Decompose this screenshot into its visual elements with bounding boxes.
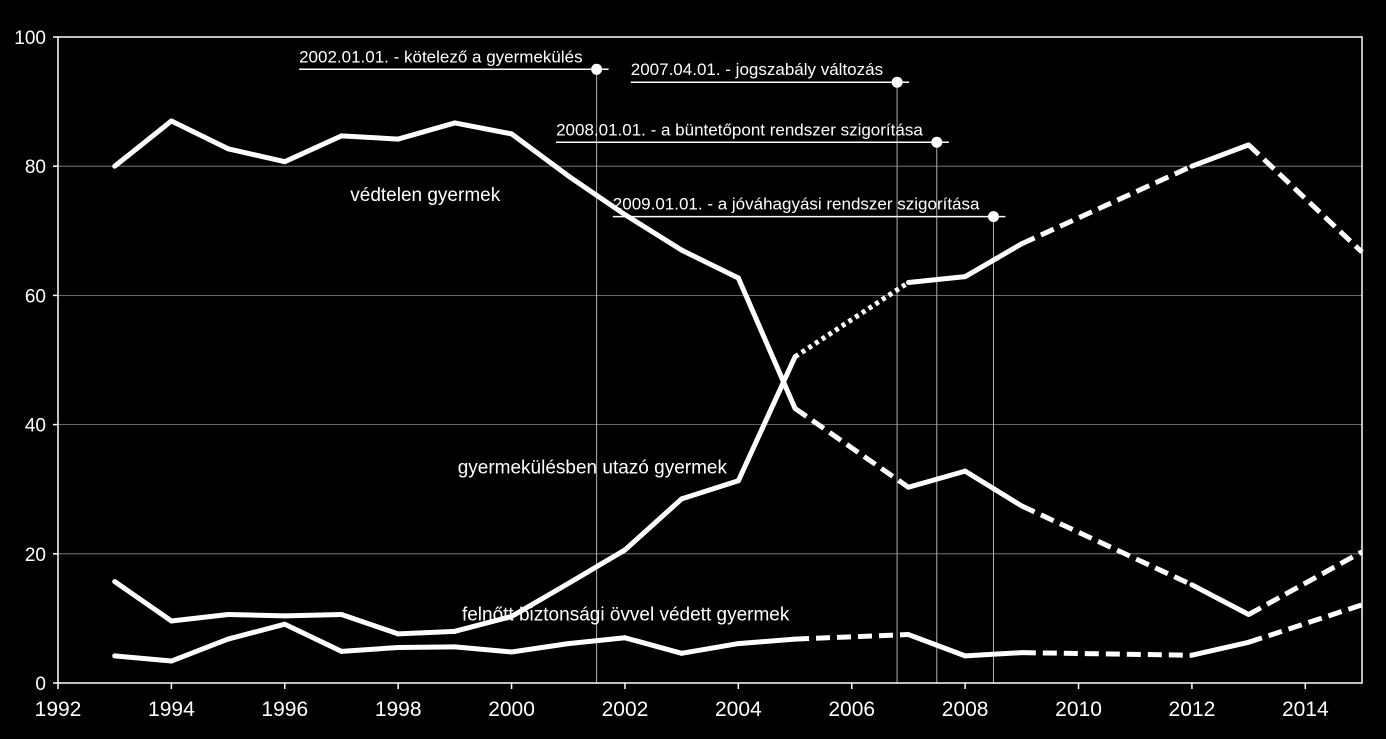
- series-3-segment: [225, 621, 288, 642]
- series-3-segment: [338, 644, 401, 654]
- series-1-segment: [622, 212, 685, 253]
- series-2-segment: [962, 241, 1025, 280]
- series-1-segment: [1189, 582, 1252, 618]
- series-2-segment: [395, 628, 458, 637]
- series-3-segment: [168, 636, 231, 664]
- series-label: gyermekülésben utazó gyermek: [458, 458, 728, 479]
- x-tick-label: 2004: [715, 698, 762, 721]
- series-1-segment: [225, 146, 288, 165]
- series-2-segment: [905, 274, 968, 285]
- series-3-segment: [112, 653, 174, 664]
- series-2-segment: [622, 496, 685, 553]
- y-tick-label: 0: [35, 674, 46, 695]
- series-3-segment: [905, 632, 968, 659]
- series-3-segment: [395, 644, 458, 650]
- x-tick-label: 1992: [35, 698, 82, 721]
- series-2-segment: [565, 547, 628, 587]
- event-annotations: 2002.01.01. - kötelező a gyermekülés 2007…: [299, 47, 1006, 683]
- series-1-segment: [112, 118, 174, 169]
- x-tick-label: 2010: [1055, 698, 1102, 721]
- axes: 0 20 40 60 80 100 1992 1994 1996 1998 2000 2002 2004…: [14, 28, 1363, 721]
- series-3-segment: [1247, 602, 1363, 645]
- series-2-segment: [735, 354, 798, 484]
- y-tick-label: 40: [25, 416, 46, 437]
- plot-frame: [57, 36, 1363, 684]
- event-marker: [891, 76, 903, 88]
- series-1-segment: [565, 173, 628, 218]
- series-2-segment: [225, 612, 288, 619]
- series-1-segment: [679, 247, 741, 281]
- x-tick-label: 2008: [942, 698, 989, 721]
- y-tick-label: 20: [25, 545, 46, 566]
- event-marker: [591, 63, 603, 75]
- series-label: védtelen gyermek: [350, 185, 500, 206]
- series-labels: védtelen gyermek gyermekülésben utazó gye…: [350, 185, 790, 625]
- series-3-segment: [735, 636, 798, 647]
- series-label: felnőtt biztonsági övvel védett gyermek: [462, 604, 790, 625]
- series-2-segment: [168, 612, 231, 624]
- x-tick-label: 1996: [261, 698, 308, 721]
- x-tick-label: 2012: [1169, 698, 1216, 721]
- series-2-segment: [1020, 163, 1193, 246]
- series-1-segment: [282, 133, 344, 165]
- series-3-segment: [622, 635, 685, 656]
- event-marker: [987, 211, 999, 223]
- event-marker: [931, 136, 943, 148]
- series-1-segment: [962, 468, 1025, 509]
- series-1-segment: [168, 118, 231, 152]
- series-2-segment: [452, 613, 515, 634]
- event-label: 2002.01.01. - kötelező a gyermekülés: [299, 47, 583, 66]
- series-2-segment: [338, 612, 401, 637]
- series-1-segment: [452, 120, 515, 137]
- series-1-segment: [793, 406, 910, 490]
- event-label: 2008.01.01. - a büntetőpont rendszer szi…: [556, 120, 923, 139]
- series-3-segment: [282, 621, 344, 654]
- series-1-segment: [338, 133, 401, 142]
- x-tick-label: 2002: [602, 698, 649, 721]
- event-label: 2007.04.01. - jogszabály változás: [631, 60, 883, 79]
- x-tick-label: 2006: [828, 698, 875, 721]
- series-2-segment: [509, 581, 571, 619]
- series-2-segment: [679, 478, 741, 502]
- series-1-segment: [1247, 549, 1364, 617]
- x-tick-label: 2000: [488, 698, 535, 721]
- series-3-segment: [452, 644, 515, 655]
- series-1-segment: [735, 275, 798, 411]
- x-tick-label: 1994: [148, 698, 195, 721]
- series-3-segment: [1189, 639, 1252, 658]
- series-lines: [112, 118, 1364, 664]
- series-2-segment: [793, 280, 910, 359]
- series-2-segment: [282, 612, 344, 619]
- series-3-segment: [794, 632, 909, 642]
- series-1-segment: [905, 468, 968, 490]
- series-2-segment: [1189, 142, 1252, 169]
- series-3-segment: [679, 641, 741, 656]
- series-3-segment: [565, 635, 628, 647]
- series-3-segment: [962, 650, 1025, 659]
- series-1-segment: [509, 131, 571, 179]
- y-tick-label: 100: [14, 28, 46, 49]
- event-label: 2009.01.01. - a jóváhagyási rendszer szi…: [613, 195, 980, 214]
- series-3-segment: [509, 641, 571, 655]
- series-1-segment: [1020, 503, 1193, 588]
- series-2-segment: [112, 579, 174, 624]
- x-tick-label: 2014: [1282, 698, 1329, 721]
- series-2-segment: [1246, 143, 1364, 254]
- y-tick-label: 60: [25, 286, 46, 307]
- series-3-segment: [1021, 650, 1192, 658]
- y-tick-label: 80: [25, 157, 46, 178]
- series-1-segment: [395, 120, 458, 142]
- x-tick-label: 1998: [375, 698, 422, 721]
